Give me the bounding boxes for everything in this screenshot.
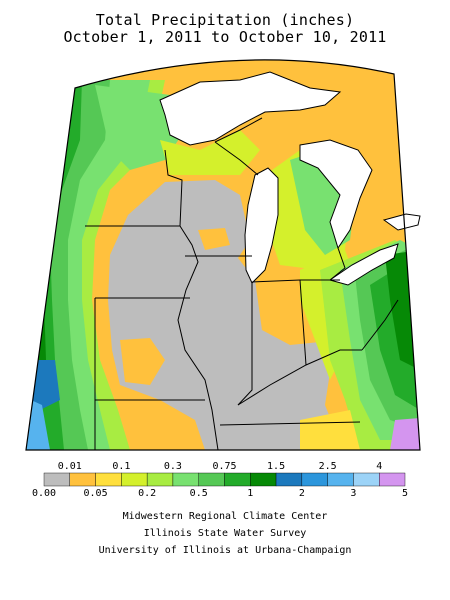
map-date-range: October 1, 2011 to October 10, 2011: [63, 28, 387, 46]
legend-swatch: [43, 472, 70, 487]
legend-bottom-label: 0.2: [138, 488, 157, 499]
credit-university: University of Illinois at Urbana-Champai…: [98, 545, 352, 556]
lake-michigan: [244, 167, 279, 284]
up-michigan-shore: [214, 117, 263, 143]
state-boundaries: [85, 117, 399, 451]
in-oh-border: [299, 279, 307, 366]
legend-bottom-label: 2: [298, 488, 305, 499]
zone-south-yellow: [300, 410, 360, 450]
legend-bottom-label: 0.05: [83, 488, 108, 499]
legend-swatch: [69, 472, 96, 487]
legend-top-label: 0.1: [112, 461, 131, 472]
lake-ontario: [382, 213, 421, 231]
mississippi-river: [177, 225, 219, 451]
legend-swatch: [379, 472, 406, 487]
zone-dry-gap: [198, 228, 230, 250]
lake-huron: [299, 139, 373, 250]
zone-north-lime: [160, 130, 260, 175]
ky-tn-border: [219, 421, 361, 426]
legend-top-label: 4: [376, 461, 383, 472]
legend-swatch: [172, 472, 199, 487]
lake-erie: [328, 243, 399, 286]
zone-dry-gap: [120, 338, 165, 385]
legend-color-bar: [43, 472, 406, 487]
wi-mi-border: [214, 141, 259, 176]
mi-in-oh-border: [251, 279, 340, 283]
oh-wv-border: [361, 299, 399, 351]
legend-swatch: [198, 472, 225, 487]
legend-swatch: [224, 472, 251, 487]
mn-wi-border: [164, 149, 183, 227]
great-lakes: [159, 71, 421, 286]
il-in-border: [237, 282, 253, 406]
legend-bottom-label: 0.5: [189, 488, 208, 499]
map-frame: [25, 59, 421, 451]
zone-dry-core: [108, 180, 340, 450]
thumb-michigan: [329, 247, 346, 281]
legend-bottom-label: 3: [350, 488, 357, 499]
legend-swatch: [327, 472, 354, 487]
legend-swatch: [301, 472, 328, 487]
legend-top-label: 0.01: [57, 461, 82, 472]
ky-north-border: [237, 349, 362, 406]
legend-swatch: [146, 472, 174, 487]
legend-swatch: [95, 472, 122, 487]
legend-swatch: [250, 472, 277, 487]
credit-organization: Midwestern Regional Climate Center: [122, 511, 328, 522]
legend-bottom-label: 1: [247, 488, 254, 499]
legend-top-label: 0.3: [163, 461, 182, 472]
legend-swatch: [121, 472, 148, 487]
legend-swatch: [275, 472, 303, 487]
credit-survey: Illinois State Water Survey: [143, 528, 307, 539]
legend-bottom-label: 0.00: [31, 488, 57, 499]
legend-swatch: [353, 472, 380, 487]
legend-top-label: 1.5: [267, 461, 286, 472]
lake-superior: [159, 71, 342, 146]
zone-se-purple: [390, 418, 420, 450]
legend-bottom-label: 5: [401, 488, 409, 499]
legend-top-label: 2.5: [318, 461, 337, 472]
map-title: Total Precipitation (inches): [95, 11, 355, 29]
legend-top-label: 0.75: [212, 461, 237, 472]
